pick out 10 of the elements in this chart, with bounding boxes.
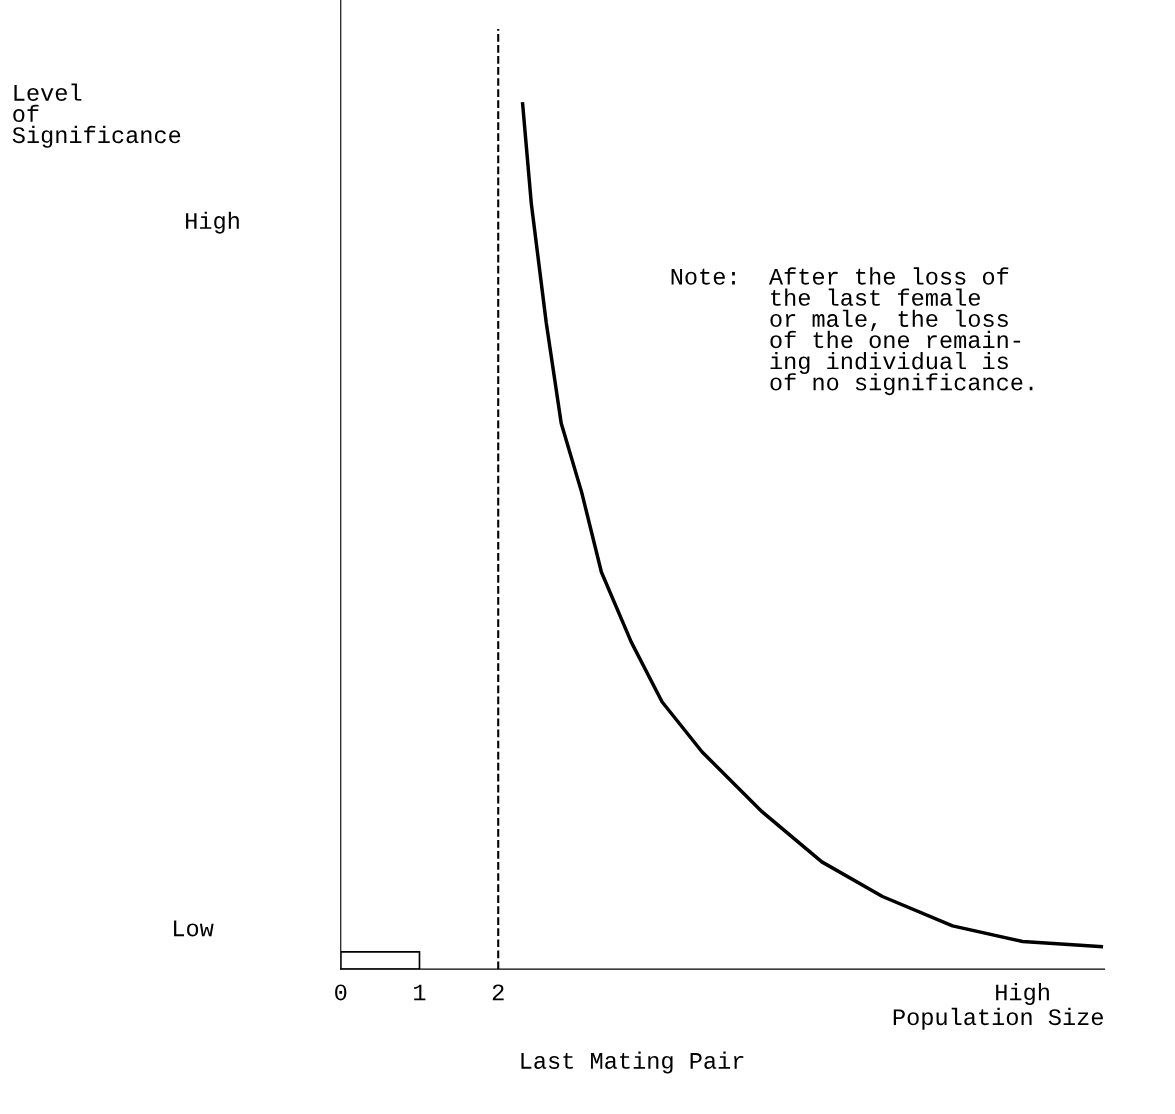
x-tick-label: High	[996, 983, 1049, 1006]
text: Level of Significance	[12, 83, 181, 148]
x-tick-label: 1	[414, 984, 426, 1001]
ref-line-label: Last Mating Pair	[521, 1051, 744, 1074]
annotation: Note: After the loss of the last female or male, the loss of the one remain- ing individual is of no significance.	[671, 267, 1033, 396]
text: High	[186, 211, 239, 234]
x-axis-title: Population Size	[893, 1007, 1103, 1030]
x-tick-label: 0	[335, 984, 347, 1001]
text: Low	[174, 920, 214, 937]
x-tick-label: 2	[492, 984, 504, 1001]
